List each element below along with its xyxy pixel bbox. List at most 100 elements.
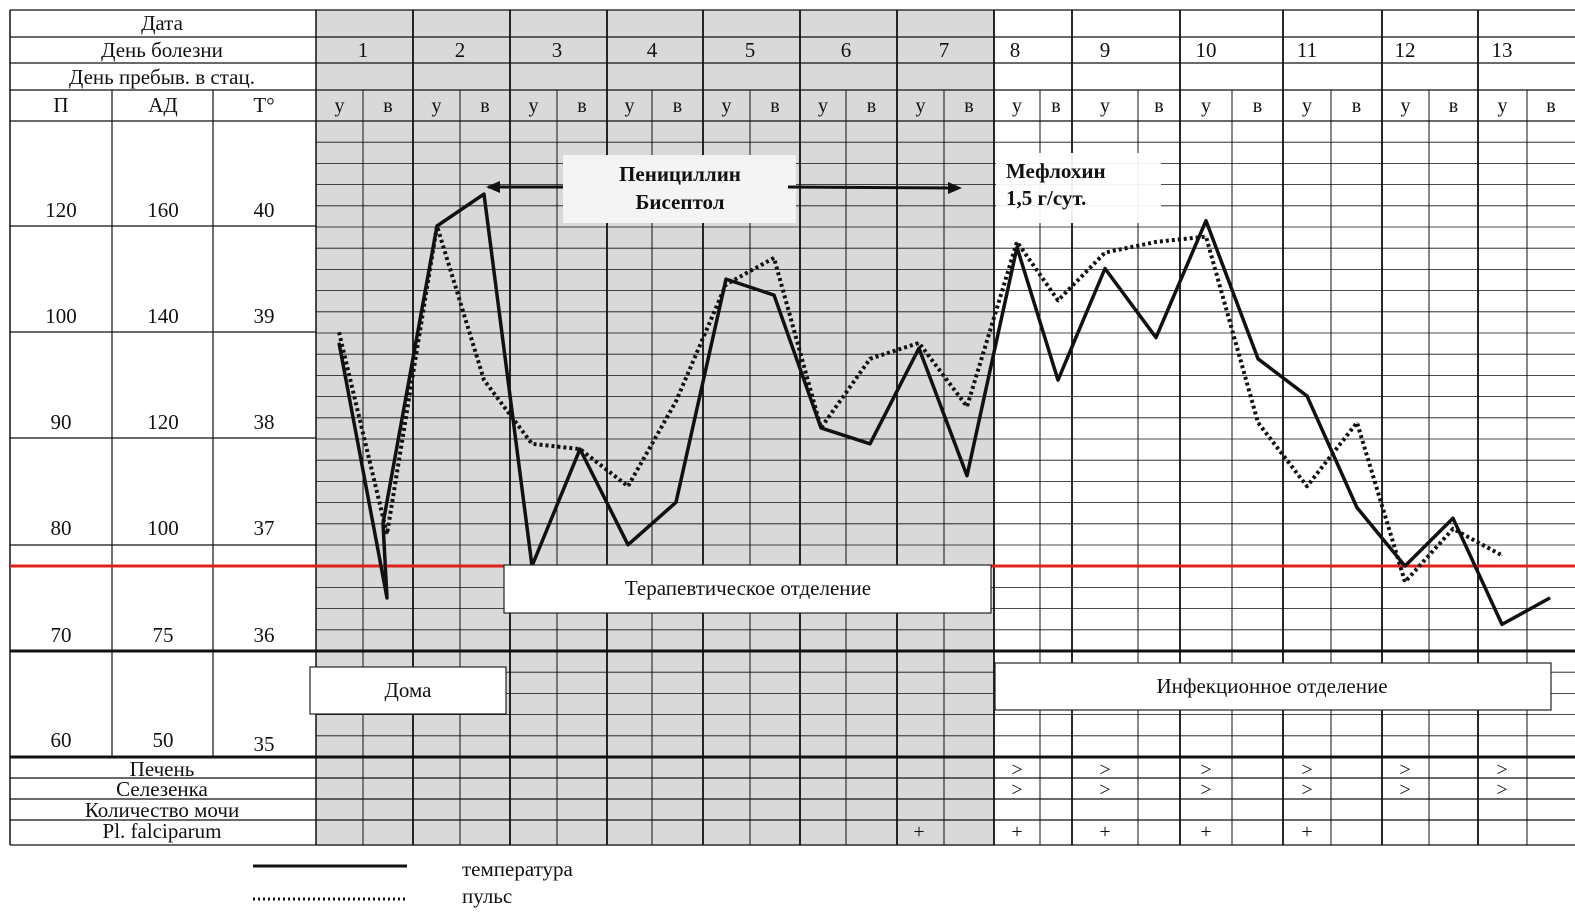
series-point [1155,241,1157,243]
axis-label-bp: 160 [147,198,179,222]
day-number: 11 [1297,38,1317,62]
day-number: 1 [358,38,369,62]
home-label: Дома [385,678,433,702]
series-point [1356,507,1358,509]
series-point [675,400,677,402]
series-point [1501,554,1503,556]
spleen-mark: > [1301,779,1312,801]
drug1-arrowhead [486,181,500,193]
hospital-day-header: День пребыв. в стац. [69,65,255,89]
series-point [1016,241,1018,243]
series-point [918,342,920,344]
day-number: 13 [1492,38,1513,62]
drug1-line1: Пенициллин [619,162,741,186]
slot-evening-label: в [1352,95,1361,117]
location-boxes-layer: Терапевтическое отделение Дома Инфекцион… [309,564,1552,715]
slot-evening-label: в [1051,95,1060,117]
slot-evening-label: в [577,95,586,117]
urine-row-label: Количество мочи [85,798,239,822]
series-point [531,443,533,445]
drug1-box [563,155,796,223]
series-point [483,193,485,195]
axis-label-bp: 140 [147,304,179,328]
spleen-mark: > [1011,779,1022,801]
axis-label-temp: 36 [254,623,275,647]
slot-evening-label: в [1253,95,1262,117]
day-number: 8 [1010,38,1021,62]
series-point [820,427,822,429]
liver-mark: > [1099,759,1110,781]
series-point [1057,379,1059,381]
pulse-column-header: П [53,93,68,117]
series-point [675,501,677,503]
drug2-line2: 1,5 г/сут. [1006,186,1086,210]
series-point [1452,528,1454,530]
slot-morning-label: у [1498,95,1508,117]
slot-morning-label: у [335,95,345,117]
shaded-hospital-area [316,10,994,846]
axis-label-pulse: 120 [45,198,77,222]
annotation-boxes-layer: Пенициллин Бисептол Мефлохин 1,5 г/сут. [563,153,1161,223]
arrows-layer [486,181,962,194]
series-point [386,597,388,599]
slot-morning-label: у [1302,95,1312,117]
slot-morning-label: у [916,95,926,117]
legend: температура пульс [253,857,574,908]
slot-morning-label: у [1201,95,1211,117]
falciparum-mark: + [913,821,924,843]
slot-morning-label: у [1012,95,1022,117]
axis-label-pulse: 80 [51,516,72,540]
slot-evening-label: в [673,95,682,117]
shaded-area-layer [316,10,994,846]
series-point [386,533,388,535]
series-point [1205,220,1207,222]
axis-label-bp: 100 [147,516,179,540]
slot-evening-label: в [770,95,779,117]
slot-morning-label: у [722,95,732,117]
series-point [1404,565,1406,567]
day-number: 12 [1395,38,1416,62]
falciparum-mark: + [1011,821,1022,843]
axis-label-pulse: 90 [51,410,72,434]
day-number: 4 [647,38,658,62]
series-point [1404,581,1406,583]
slot-evening-label: в [480,95,489,117]
therapy-box [503,564,992,614]
date-header: Дата [141,11,184,35]
day-number: 9 [1100,38,1111,62]
slot-morning-label: у [432,95,442,117]
axis-label-pulse: 100 [45,304,77,328]
series-point [1104,268,1106,269]
series-point [1549,597,1551,599]
series-point [966,475,968,477]
illness-day-header: День болезни [101,38,223,62]
drug2-arrowhead [948,182,962,194]
spleen-mark: > [1399,779,1410,801]
series-point [1205,236,1207,238]
axis-label-bp: 120 [147,410,179,434]
falciparum-row-label: Pl. falciparum [103,819,222,843]
series-point [773,294,775,296]
liver-mark: > [1399,759,1410,781]
series-point [773,257,775,259]
slot-morning-label: у [818,95,828,117]
series-point [627,544,629,546]
dynamic-labels-layer: 1 2 3 4 5 6 7 8 9 10 11 12 13у в у в у в у в у в у в у в у в у в у в у в у… [45,38,1555,843]
axis-label-temp: 37 [254,516,275,540]
series-point [1104,252,1106,254]
series-point [627,485,629,487]
header-labels-layer: Дата День болезни День пребыв. в стац. П… [53,11,274,843]
series-point [918,347,920,349]
spleen-mark: > [1099,779,1110,801]
infectious-box [994,662,1552,711]
drug2-line1: Мефлохин [1006,159,1106,183]
spleen-row-label: Селезенка [116,777,208,801]
day-number: 5 [745,38,756,62]
temp-column-header: Т° [253,93,274,117]
slot-evening-label: в [383,95,392,117]
series-point [1257,422,1259,424]
slot-evening-label: в [1449,95,1458,117]
liver-mark: > [1200,759,1211,781]
infectious-label: Инфекционное отделение [1156,674,1387,698]
